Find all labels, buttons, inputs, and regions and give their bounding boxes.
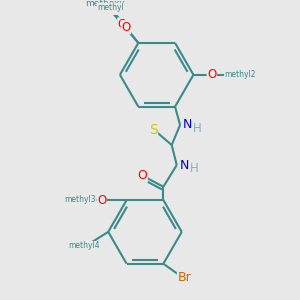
Text: Br: Br — [178, 271, 191, 284]
Text: O: O — [137, 169, 147, 182]
Text: O: O — [118, 18, 127, 31]
Text: methyl2: methyl2 — [224, 70, 256, 79]
Text: H: H — [190, 162, 199, 175]
Text: methyl3: methyl3 — [64, 195, 96, 204]
Text: methyl4: methyl4 — [69, 241, 100, 250]
Text: N: N — [183, 118, 192, 131]
Text: S: S — [149, 123, 158, 137]
Text: N: N — [179, 159, 189, 172]
Text: O: O — [97, 194, 106, 207]
Text: H: H — [193, 122, 202, 135]
Text: O: O — [207, 68, 216, 81]
Text: methoxy: methoxy — [85, 0, 125, 8]
Text: methyl: methyl — [97, 3, 124, 12]
Text: O: O — [121, 21, 130, 34]
